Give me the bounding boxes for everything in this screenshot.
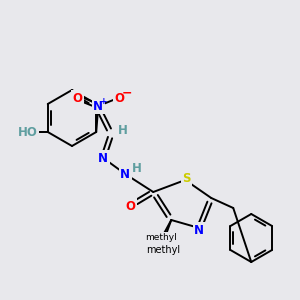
Text: H: H <box>118 124 128 136</box>
Text: S: S <box>182 172 190 185</box>
Text: methyl: methyl <box>146 233 177 242</box>
Text: O: O <box>72 92 82 104</box>
Text: N: N <box>93 100 103 112</box>
Text: −: − <box>122 86 133 100</box>
Text: H: H <box>132 163 142 176</box>
Text: HO: HO <box>18 125 38 139</box>
Text: O: O <box>114 92 124 104</box>
Text: N: N <box>120 167 130 181</box>
Text: N: N <box>98 152 108 164</box>
Text: methyl: methyl <box>146 245 180 255</box>
Text: O: O <box>125 200 135 212</box>
Text: +: + <box>100 97 108 106</box>
Text: N: N <box>194 224 204 236</box>
